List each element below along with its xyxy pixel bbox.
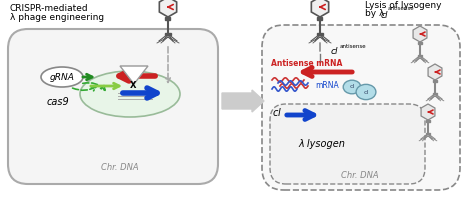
Polygon shape bbox=[421, 104, 435, 120]
Text: cI: cI bbox=[349, 84, 355, 89]
Bar bbox=[318, 17, 322, 20]
FancyBboxPatch shape bbox=[8, 29, 218, 184]
Ellipse shape bbox=[343, 80, 361, 94]
Polygon shape bbox=[159, 0, 177, 17]
Text: Chr. DNA: Chr. DNA bbox=[101, 162, 139, 171]
Bar bbox=[165, 17, 171, 20]
Text: mRNA: mRNA bbox=[315, 81, 339, 90]
Text: $\mathit{cl}$: $\mathit{cl}$ bbox=[380, 9, 390, 20]
Polygon shape bbox=[413, 26, 427, 42]
Text: λ lysogen: λ lysogen bbox=[299, 139, 346, 149]
Bar bbox=[418, 42, 422, 44]
Polygon shape bbox=[120, 66, 148, 84]
Bar bbox=[433, 93, 438, 94]
Text: gRNA: gRNA bbox=[50, 73, 74, 81]
Text: X: X bbox=[130, 81, 136, 90]
Text: Antisense mRNA: Antisense mRNA bbox=[271, 60, 342, 68]
FancyArrow shape bbox=[222, 90, 264, 112]
FancyArrowPatch shape bbox=[73, 87, 96, 91]
Ellipse shape bbox=[80, 71, 180, 117]
Text: cI: cI bbox=[363, 89, 369, 95]
Ellipse shape bbox=[41, 67, 83, 87]
FancyBboxPatch shape bbox=[270, 104, 425, 184]
Text: Lysis of lysogeny: Lysis of lysogeny bbox=[365, 1, 441, 10]
Text: antisense: antisense bbox=[388, 6, 415, 11]
Text: cas9: cas9 bbox=[46, 97, 69, 107]
FancyArrowPatch shape bbox=[82, 83, 105, 90]
Bar bbox=[426, 133, 430, 134]
Bar bbox=[426, 120, 430, 122]
Text: λ phage engineering: λ phage engineering bbox=[10, 13, 104, 22]
Bar bbox=[317, 33, 323, 35]
Text: CRISPR-mediated: CRISPR-mediated bbox=[10, 4, 89, 13]
FancyBboxPatch shape bbox=[262, 25, 460, 190]
Bar bbox=[165, 33, 171, 35]
Bar bbox=[418, 55, 422, 56]
Polygon shape bbox=[428, 64, 442, 80]
Text: $\mathit{cl}$: $\mathit{cl}$ bbox=[330, 44, 339, 56]
Text: antisense: antisense bbox=[340, 44, 366, 49]
Text: by λ: by λ bbox=[365, 9, 387, 18]
Text: $\mathit{cl}$: $\mathit{cl}$ bbox=[272, 106, 282, 118]
Text: Chr. DNA: Chr. DNA bbox=[341, 171, 379, 181]
Polygon shape bbox=[311, 0, 328, 17]
Ellipse shape bbox=[356, 84, 376, 100]
Bar bbox=[433, 80, 437, 82]
